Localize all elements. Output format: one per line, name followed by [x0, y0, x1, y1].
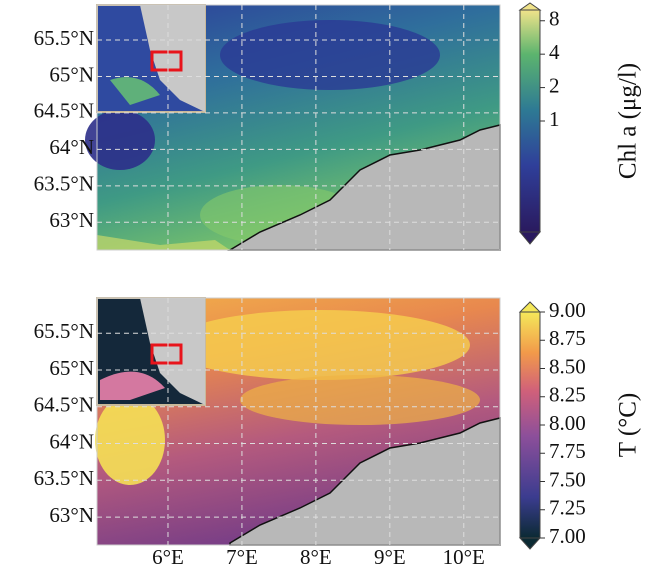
x-tick-label: 7°E — [226, 545, 258, 569]
chl-map — [85, 4, 501, 251]
y-tick-label: 65°N — [49, 62, 94, 86]
colorbar-tick-label: 1 — [549, 107, 560, 131]
colorbar-tick-label: 8.75 — [549, 326, 586, 350]
y-tick-label: 63°N — [49, 503, 94, 527]
y-tick-label: 63.5°N — [34, 466, 94, 490]
colorbar — [519, 9, 541, 233]
colorbar-tick-label: 8.00 — [549, 411, 586, 435]
y-tick-label: 63°N — [49, 208, 94, 232]
colorbar-tick-label: 7.00 — [549, 524, 586, 548]
colorbar-tick-label: 7.25 — [549, 496, 586, 520]
colorbar-tick-label: 8 — [549, 7, 560, 31]
x-tick-label: 6°E — [152, 545, 184, 569]
colorbar-label: T (°C) — [615, 393, 642, 457]
colorbar-label: Chl a (μg/l) — [615, 63, 642, 179]
y-tick-label: 63.5°N — [34, 172, 94, 196]
frames — [96, 4, 501, 546]
colorbar-tick-label: 2 — [549, 73, 560, 97]
y-tick-label: 65°N — [49, 356, 94, 380]
y-tick-label: 64.5°N — [34, 393, 94, 417]
y-tick-label: 65.5°N — [34, 319, 94, 343]
colorbar — [519, 311, 541, 539]
colorbar-extend — [518, 231, 542, 245]
y-tick-label: 64°N — [49, 429, 94, 453]
y-tick-label: 64°N — [49, 135, 94, 159]
colorbar-tick-label: 9.00 — [549, 298, 586, 322]
colorbar-extend — [518, 301, 542, 313]
colorbar-tick-label: 8.25 — [549, 383, 586, 407]
x-tick-label: 9°E — [374, 545, 406, 569]
x-tick-label: 8°E — [300, 545, 332, 569]
x-tick-label: 10°E — [443, 545, 485, 569]
colorbar-tick-label: 4 — [549, 40, 560, 64]
colorbar-tick-label: 8.50 — [549, 354, 586, 378]
temperature-map — [95, 297, 501, 546]
y-tick-label: 64.5°N — [34, 99, 94, 123]
colorbar-tick-label: 7.75 — [549, 439, 586, 463]
y-tick-label: 65.5°N — [34, 26, 94, 50]
colorbar-extend — [518, 2, 542, 11]
colorbar-tick-label: 7.50 — [549, 467, 586, 491]
colorbar-extend — [518, 537, 542, 550]
